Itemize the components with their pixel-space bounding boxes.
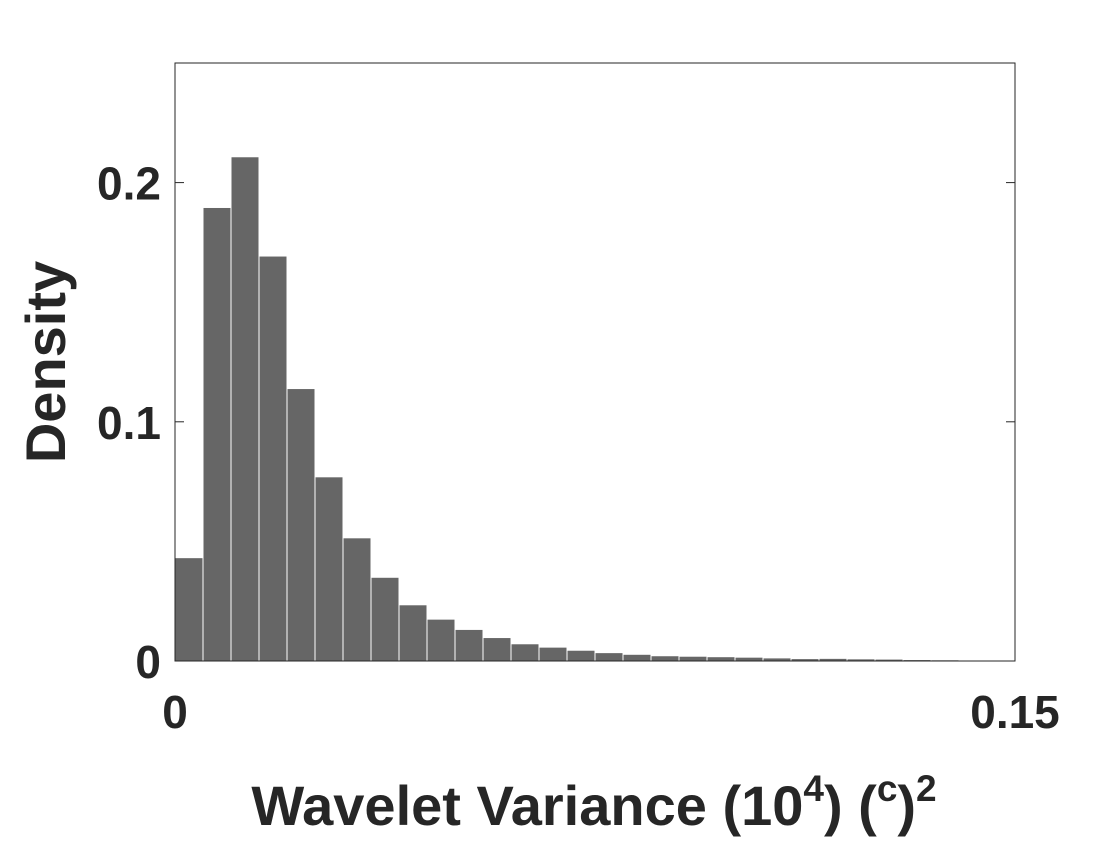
histogram-bar bbox=[202, 206, 232, 662]
x-tick-label: 0.15 bbox=[970, 686, 1060, 738]
histogram-bar bbox=[538, 646, 568, 662]
x-axis-label-middle: ) ( bbox=[824, 774, 877, 837]
plot-area-frame bbox=[174, 62, 1016, 662]
histogram-bar bbox=[678, 655, 708, 662]
histogram-bar bbox=[426, 618, 456, 662]
histogram-bar bbox=[510, 643, 540, 662]
histogram-bar bbox=[482, 637, 512, 662]
histogram-bar bbox=[314, 476, 344, 662]
histogram-bar bbox=[174, 557, 204, 662]
histogram-bar bbox=[594, 652, 624, 662]
x-axis-label: Wavelet Variance (104) (c)2 bbox=[251, 768, 936, 837]
x-axis-label-main: Wavelet Variance (10 bbox=[251, 774, 803, 837]
y-tick-label: 0.2 bbox=[97, 158, 161, 210]
histogram-bar bbox=[286, 388, 316, 662]
histogram-bar bbox=[566, 649, 596, 662]
x-axis-label-end: ) bbox=[897, 774, 916, 837]
x-axis-label-superscript: c bbox=[877, 768, 898, 809]
x-axis-label-exponent: 4 bbox=[803, 768, 824, 809]
histogram-bar bbox=[650, 655, 680, 662]
histogram-bar bbox=[622, 653, 652, 662]
histogram-bar bbox=[230, 156, 260, 662]
histogram-bar bbox=[454, 628, 484, 662]
tick-labels-layer: 0 0.1 0.2 0 0.15 bbox=[97, 158, 1060, 738]
bars-layer bbox=[174, 156, 1016, 662]
histogram-bar bbox=[398, 604, 428, 662]
histogram-bar bbox=[706, 656, 736, 662]
histogram-bar bbox=[258, 255, 288, 662]
x-axis-label-exponent-2: 2 bbox=[916, 768, 937, 809]
histogram-bar bbox=[734, 656, 764, 662]
histogram-bar bbox=[370, 576, 400, 662]
y-tick-label: 0 bbox=[135, 636, 161, 688]
x-tick-label: 0 bbox=[162, 686, 188, 738]
y-axis-label: Density bbox=[14, 261, 77, 463]
y-tick-label: 0.1 bbox=[97, 397, 161, 449]
histogram-bar bbox=[342, 537, 372, 662]
